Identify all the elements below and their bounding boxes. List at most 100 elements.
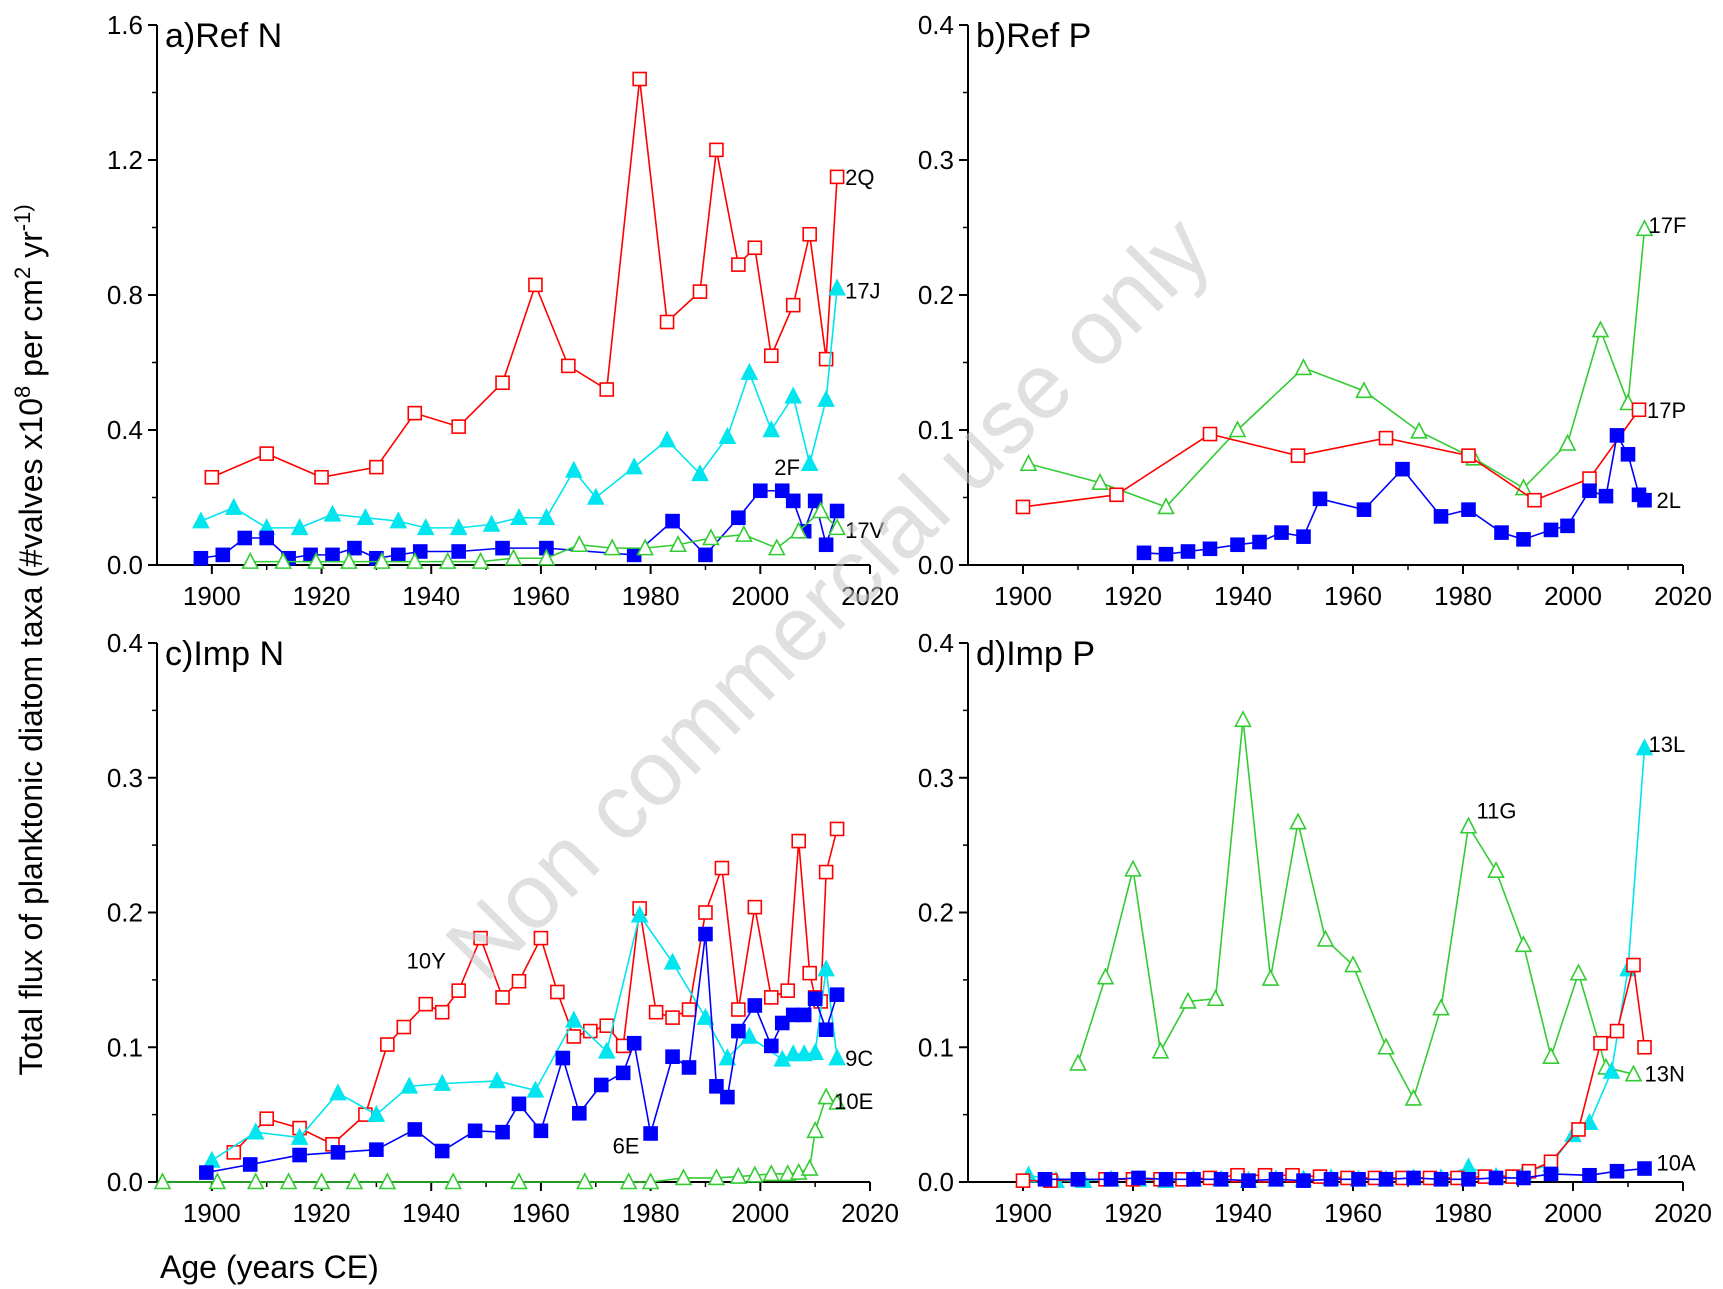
data-point (1312, 491, 1328, 507)
data-point (1461, 448, 1476, 463)
data-point (1252, 534, 1267, 550)
data-point (330, 1145, 346, 1160)
data-point (1516, 1170, 1531, 1186)
data-point (802, 965, 817, 981)
data-point (495, 375, 510, 391)
data-point (314, 469, 329, 485)
x-tick-label: 1920 (293, 581, 351, 611)
data-point (575, 1172, 594, 1190)
data-point (1151, 1041, 1170, 1059)
data-point (630, 905, 649, 923)
data-point (718, 427, 737, 445)
data-point (1488, 1170, 1504, 1186)
data-point (550, 984, 565, 1000)
data-point (762, 420, 781, 438)
data-point (495, 990, 510, 1005)
data-point (380, 1037, 395, 1052)
data-point (242, 1157, 258, 1172)
x-tick-label: 2000 (1544, 1198, 1602, 1228)
data-point (378, 1172, 397, 1190)
series-line (162, 1095, 838, 1183)
data-point (418, 996, 434, 1012)
data-point (1103, 1172, 1119, 1187)
data-point (1461, 1172, 1476, 1187)
data-point (599, 382, 615, 397)
x-tick-label: 1960 (512, 1198, 570, 1228)
series-label: 2Q (845, 165, 874, 190)
data-point (626, 1035, 642, 1051)
data-point (1593, 1035, 1608, 1051)
data-point (237, 530, 253, 546)
data-point (528, 277, 543, 293)
data-point (444, 1172, 462, 1190)
data-point (1136, 545, 1152, 561)
data-point (817, 1087, 835, 1105)
data-point (565, 1010, 583, 1028)
data-point (1356, 502, 1372, 517)
data-point (1015, 1173, 1031, 1188)
data-point (784, 1044, 803, 1062)
data-point (391, 547, 406, 563)
data-point (698, 547, 713, 563)
data-point (735, 524, 753, 542)
data-point (259, 1111, 274, 1126)
data-point (1433, 1172, 1449, 1187)
data-point (665, 513, 680, 529)
data-point (290, 1127, 309, 1145)
data-point (1635, 738, 1654, 756)
data-point (1206, 988, 1225, 1007)
data-point (1514, 935, 1533, 953)
data-point (648, 1004, 664, 1020)
data-point (817, 389, 835, 407)
data-point (709, 1079, 724, 1094)
data-point (449, 518, 468, 536)
data-point (731, 257, 746, 272)
y-tick-label: 0.2 (918, 280, 954, 310)
x-tick-label: 1900 (994, 581, 1052, 611)
data-point (193, 550, 209, 566)
data-point (763, 990, 779, 1005)
data-point (774, 1015, 790, 1031)
data-point (784, 386, 803, 404)
data-point (1241, 1173, 1256, 1188)
data-point (780, 983, 796, 998)
data-point (740, 362, 759, 380)
series-label: 2L (1657, 488, 1681, 513)
data-point (789, 521, 808, 539)
data-point (767, 538, 786, 556)
data-point (1516, 532, 1531, 547)
data-point (537, 508, 556, 526)
y-tick-label: 0.0 (918, 550, 954, 580)
data-point (665, 1010, 680, 1025)
data-point (1019, 454, 1038, 472)
series-11G: 11G (1069, 710, 1643, 1106)
x-tick-label: 2000 (731, 581, 789, 611)
data-point (1494, 525, 1509, 540)
data-point (504, 548, 523, 566)
data-point (762, 1164, 781, 1182)
data-point (307, 551, 325, 569)
data-point (259, 446, 274, 461)
data-point (1406, 1170, 1421, 1186)
data-point (729, 1166, 748, 1184)
series-line (1023, 964, 1646, 1182)
data-point (811, 501, 830, 519)
data-point (1180, 544, 1196, 559)
data-point (1158, 546, 1174, 562)
data-point (1624, 1064, 1643, 1082)
data-point (1637, 492, 1652, 508)
data-point (203, 1150, 221, 1168)
data-point (1527, 492, 1542, 508)
data-point (731, 1023, 746, 1039)
data-point (669, 535, 687, 553)
data-point (785, 297, 801, 313)
data-point (665, 1049, 680, 1064)
series-label: 2F (774, 455, 800, 480)
data-point (829, 503, 845, 519)
data-point (1635, 219, 1654, 237)
data-point (800, 1158, 819, 1176)
data-point (1543, 522, 1559, 538)
x-tick-label: 2020 (1654, 581, 1712, 611)
data-point (1598, 488, 1614, 504)
data-point (603, 538, 622, 556)
